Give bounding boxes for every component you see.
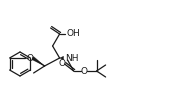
Text: OH: OH xyxy=(67,29,80,39)
Text: O: O xyxy=(80,67,87,75)
Text: NH: NH xyxy=(66,53,79,63)
Polygon shape xyxy=(60,56,64,60)
Text: O: O xyxy=(58,60,65,68)
Text: O: O xyxy=(26,53,33,63)
Polygon shape xyxy=(32,57,45,66)
